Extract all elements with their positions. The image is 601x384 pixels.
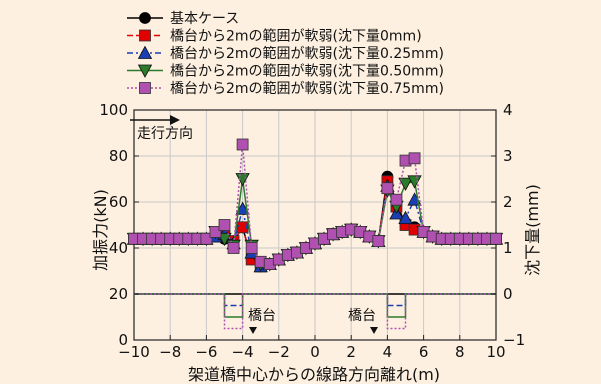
abutment-right-marker (370, 327, 378, 334)
data-point (209, 225, 222, 238)
data-point (137, 64, 153, 78)
x-tick-label: 8 (455, 343, 465, 361)
y2-tick-label: 0 (503, 285, 513, 303)
y2-tick-label: −1 (503, 331, 525, 349)
abutment-left-label: 橋台 (248, 308, 276, 324)
y2-tick-label: 3 (503, 147, 513, 165)
x-tick-label: 6 (419, 343, 429, 361)
abutment-right-label: 橋台 (348, 308, 376, 324)
y2-tick-label: 4 (503, 101, 513, 119)
data-point (200, 232, 213, 245)
y2-tick-label: 2 (503, 193, 513, 211)
legend-label: 橋台から2mの範囲が軟弱(沈下量0.75mm) (170, 80, 444, 97)
data-point (227, 242, 240, 254)
data-point (137, 45, 153, 59)
data-point (490, 232, 502, 245)
x-tick-label: −2 (268, 343, 290, 361)
data-point (139, 29, 151, 42)
direction-arrow-head (170, 115, 180, 125)
x-tick-label: −6 (195, 343, 217, 361)
direction-label: 走行方向 (137, 126, 193, 142)
y-tick-label: 60 (109, 193, 128, 211)
data-point (236, 138, 249, 151)
legend-label: 橋台から2mの範囲が軟弱(沈下量0.25mm) (170, 45, 444, 62)
series-4 (128, 138, 502, 271)
y2-axis-label: 沈下量(mm) (523, 184, 542, 276)
y-axis-label: 加振力(kN) (91, 189, 110, 271)
x-axis-label: 架道橋中心からの線路方向離れ(m) (188, 365, 440, 384)
abutment-left-marker (249, 327, 257, 334)
x-tick-label: 2 (346, 343, 356, 361)
data-point (139, 12, 151, 24)
y-tick-label: 100 (99, 101, 128, 119)
annotations: 走行方向 橋台 橋台 (130, 115, 378, 334)
y-tick-label: 40 (109, 239, 128, 257)
y2-tick-label: 1 (503, 239, 513, 257)
data-point (398, 210, 413, 225)
data-point (245, 242, 258, 254)
legend: 基本ケース橋台から2mの範囲が軟弱(沈下量0mm)橋台から2mの範囲が軟弱(沈下… (127, 10, 444, 97)
settlement-lines (134, 293, 496, 330)
legend-label: 橋台から2mの範囲が軟弱(沈下量0.50mm) (170, 63, 444, 80)
grid (134, 110, 496, 340)
data-point (408, 152, 421, 165)
data-point (235, 173, 250, 187)
x-tick-label: 10 (486, 343, 505, 361)
y-tick-label: 20 (109, 285, 128, 303)
data-point (139, 82, 151, 94)
x-tick-label: −4 (232, 343, 254, 361)
x-tick-label: 0 (310, 343, 320, 361)
y-tick-label: 0 (118, 331, 128, 349)
legend-label: 橋台から2mの範囲が軟弱(沈下量0mm) (170, 28, 422, 45)
data-point (218, 219, 231, 231)
data-point (236, 221, 249, 234)
data-point (398, 177, 413, 191)
series-group (126, 138, 504, 273)
x-tick-label: −10 (118, 343, 150, 361)
data-point (390, 193, 403, 206)
data-point (381, 182, 394, 195)
x-tick-label: 4 (383, 343, 393, 361)
settlement-line (134, 293, 496, 330)
legend-label: 基本ケース (170, 10, 239, 27)
x-tick-label: −8 (159, 343, 181, 361)
y-tick-label: 80 (109, 147, 128, 165)
data-point (372, 235, 385, 248)
